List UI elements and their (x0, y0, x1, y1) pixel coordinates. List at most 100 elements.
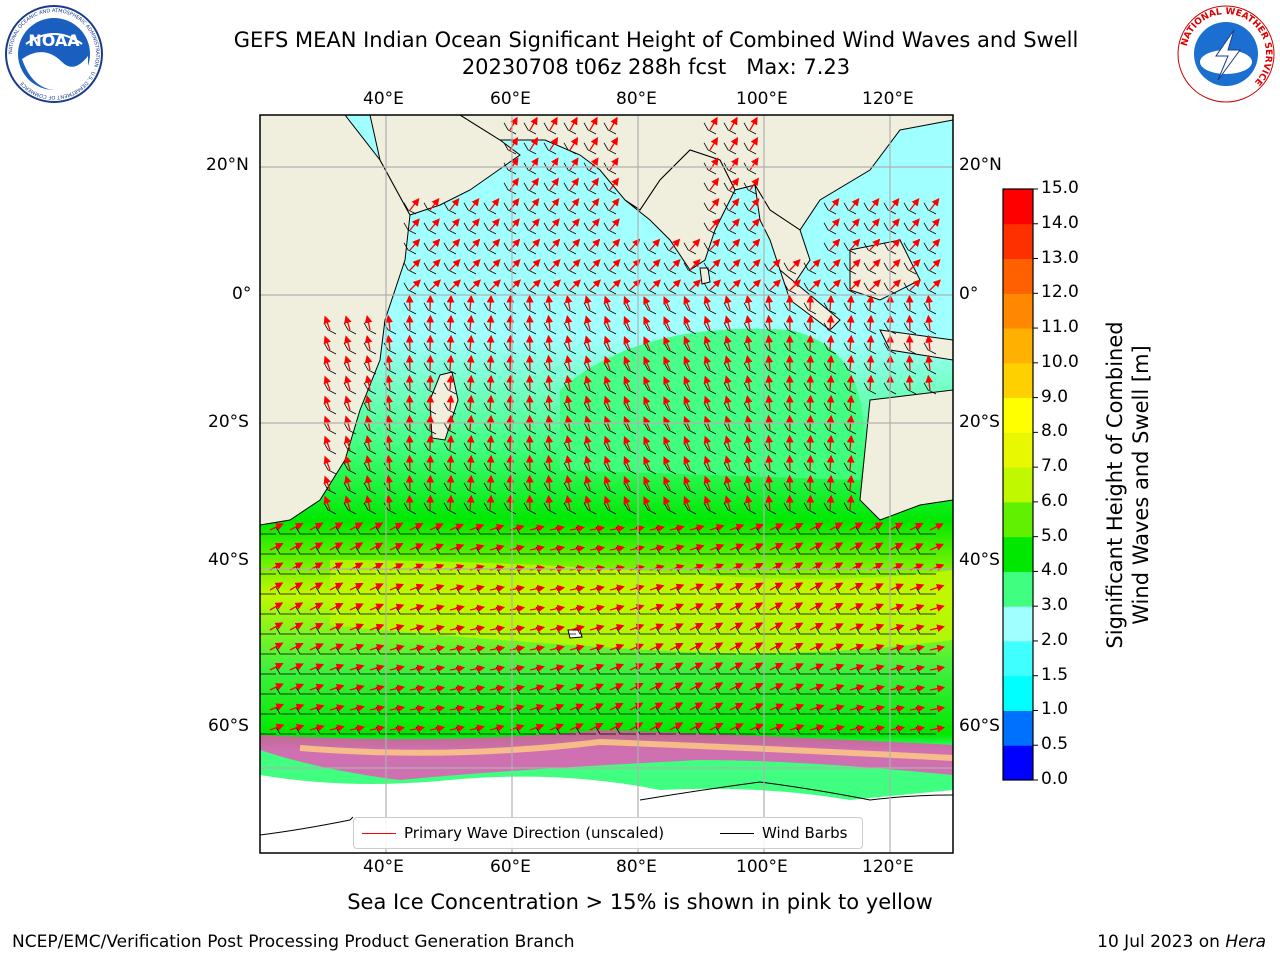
wave-arrow (729, 642, 744, 651)
wave-arrow (709, 279, 722, 291)
wave-arrow (584, 355, 592, 371)
wave-arrow (389, 684, 405, 693)
colorbar-tick-label: 2.0 (1041, 629, 1069, 650)
wave-arrow (389, 623, 405, 632)
wind-barb (903, 342, 917, 355)
wave-arrow (909, 583, 925, 591)
wave-arrow (709, 523, 725, 532)
wave-arrow (529, 624, 546, 633)
wave-arrow (729, 218, 740, 231)
wind-barb (923, 302, 937, 315)
wave-arrow (905, 374, 914, 391)
wave-arrow (349, 623, 365, 631)
wave-arrow (549, 177, 559, 191)
wind-barb (403, 262, 417, 275)
wave-arrow (729, 177, 739, 191)
wave-arrow (589, 524, 606, 533)
wave-arrow (364, 435, 373, 451)
lon-label-bottom-120: 120°E (862, 857, 914, 877)
wave-arrow (806, 394, 815, 411)
wind-barb (523, 342, 537, 355)
wind-barb (603, 282, 617, 295)
wave-arrow (689, 524, 705, 532)
wave-arrow (909, 624, 925, 632)
wave-arrow (709, 722, 724, 731)
wave-arrow (446, 354, 455, 371)
wave-arrow (389, 583, 405, 591)
wave-arrow (584, 455, 592, 471)
wind-barb (260, 693, 276, 695)
wave-arrow (564, 374, 573, 391)
wave-arrow (489, 644, 506, 653)
wave-arrow (509, 157, 519, 171)
wind-barb (443, 382, 457, 395)
wave-arrow (589, 279, 602, 291)
wave-arrow (385, 494, 393, 511)
wind-barb (703, 302, 717, 315)
wave-arrow (589, 238, 601, 251)
wind-barb (363, 342, 377, 355)
wave-arrow (709, 157, 719, 171)
wave-arrow (829, 197, 840, 211)
wave-arrow (549, 683, 565, 692)
wave-arrow (729, 279, 742, 291)
wind-barb (763, 442, 777, 455)
wave-arrow (603, 435, 612, 451)
wave-arrow (869, 643, 885, 652)
wave-arrow (489, 724, 505, 732)
wave-arrow (609, 238, 621, 251)
wind-barb (383, 502, 397, 515)
wave-arrow (703, 315, 712, 331)
wind-barb (923, 282, 937, 295)
wave-arrow (809, 279, 822, 291)
wind-barb (703, 202, 717, 215)
wind-barb (363, 402, 377, 415)
wave-arrow (529, 157, 539, 171)
lon-label-bottom-100: 100°E (736, 857, 788, 877)
wind-barb (423, 342, 437, 355)
wind-barb (343, 322, 357, 335)
wind-barb (743, 322, 757, 335)
wind-barb (843, 202, 857, 215)
wave-arrow (323, 355, 332, 371)
legend-item-wave-direction: Primary Wave Direction (unscaled) (362, 824, 664, 842)
wind-barb (503, 402, 517, 415)
wind-barb (863, 362, 877, 375)
legend-item-wind-barbs: Wind Barbs (720, 824, 847, 842)
wind-barb (923, 222, 937, 235)
wave-arrow (869, 197, 880, 211)
wave-arrow (663, 356, 671, 371)
lat-label-left-20n: 20°N (206, 155, 249, 175)
wind-barb (260, 733, 276, 735)
wind-barb (503, 202, 517, 215)
wave-arrow (489, 664, 506, 673)
lat-label-right-0: 0° (959, 284, 979, 304)
wave-arrow (649, 702, 664, 711)
wind-barb (603, 182, 617, 195)
wave-arrow (769, 662, 784, 671)
wave-arrow (909, 197, 920, 211)
wind-barb (563, 362, 577, 375)
wave-arrow (789, 602, 804, 611)
wave-arrow (429, 704, 446, 713)
wave-arrow (829, 663, 845, 671)
wave-arrow (826, 314, 835, 331)
wave-arrow (545, 354, 554, 371)
wave-arrow (389, 644, 405, 652)
wave-arrow (344, 455, 352, 471)
wind-barb (383, 422, 397, 435)
wave-arrow (909, 684, 926, 693)
wave-arrow (749, 642, 764, 651)
wind-barb (543, 442, 557, 455)
wind-barb (463, 342, 477, 355)
wind-barb (823, 222, 837, 235)
title-line-2: 20230708 t06z 288h fcst Max: 7.23 (461, 55, 851, 79)
wind-barb (363, 382, 377, 395)
wave-arrow (629, 544, 645, 553)
wind-barb (923, 262, 937, 275)
wind-barb (663, 422, 677, 435)
wave-arrow (449, 664, 466, 673)
wind-barb (763, 262, 777, 275)
wave-arrow (929, 604, 945, 612)
wind-barb (843, 222, 857, 235)
